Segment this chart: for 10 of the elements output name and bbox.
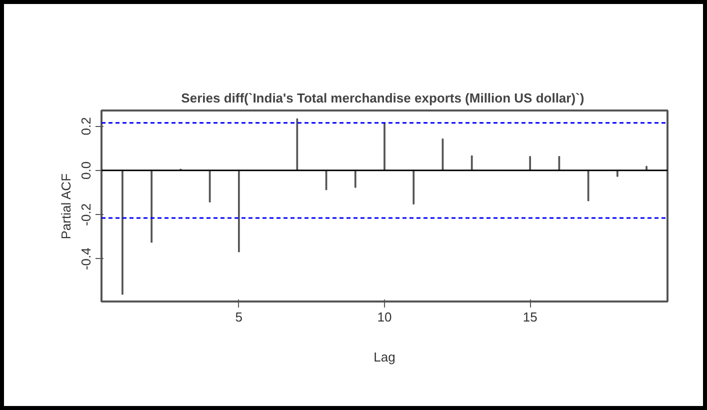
x-tick-label: 5 (235, 310, 243, 324)
y-tick-label: 0.2 (78, 117, 94, 136)
chart-title: Series diff(`India's Total merchandise exports (Million US dollar)`) (181, 90, 584, 106)
y-tick-label: 0.0 (78, 161, 94, 180)
x-tick-label: 10 (377, 310, 392, 324)
y-tick-label: -0.4 (78, 248, 94, 270)
x-axis-title: Lag (374, 350, 396, 364)
y-tick-label: -0.2 (78, 203, 94, 226)
y-axis-title: Partial ACF (58, 173, 74, 240)
x-tick-label: 15 (522, 310, 538, 324)
